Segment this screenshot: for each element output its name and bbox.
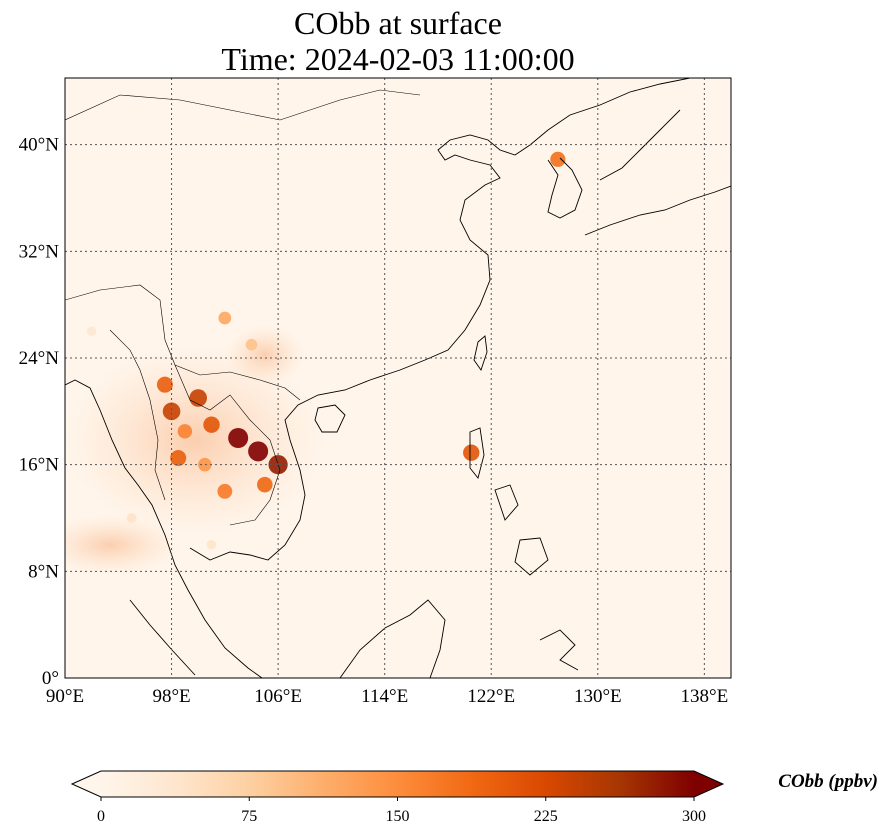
co-hotspot (463, 444, 480, 461)
co-hotspot (189, 389, 207, 407)
co-hotspot (245, 338, 258, 351)
coastlines (65, 78, 731, 678)
latitude-tick-label: 0° (42, 668, 59, 689)
longitude-tick-label: 98°E (152, 686, 190, 707)
co-hotspot (248, 441, 269, 462)
colorbar-tick-label: 75 (241, 808, 257, 825)
plot-title-line-2: Time: 2024-02-03 11:00:00 (221, 41, 575, 77)
border-line (174, 364, 281, 526)
border-line (65, 89, 421, 121)
colorbar-tick-label: 0 (97, 808, 105, 825)
co-hotspot (203, 416, 220, 433)
co-hotspot (218, 311, 232, 325)
colorbar: 0 75 150 225 300 CObb (ppbv) (70, 770, 878, 825)
latitude-axis: 0° 8°N 16°N 24°N 32°N 40°N (19, 135, 60, 689)
co-hotspot (257, 476, 273, 493)
smoke-plume-region (225, 325, 305, 385)
longitude-axis: 90°E 98°E 106°E 114°E 122°E 130°E 138°E (46, 686, 728, 707)
colorbar-label: CObb (ppbv) (778, 771, 878, 792)
coastline-sulawesi (539, 629, 579, 671)
country-borders (65, 89, 421, 526)
coastline-sumatra (129, 599, 196, 676)
longitude-tick-label: 106°E (254, 686, 302, 707)
co-hotspot (86, 326, 97, 337)
plot-title-line-1: CObb at surface (294, 5, 502, 41)
colorbar-tick-label: 300 (682, 808, 706, 825)
coastline-philippines (469, 427, 549, 576)
co-hotspot (228, 428, 249, 448)
latitude-tick-label: 24°N (19, 348, 60, 369)
colorbar-max-extension (694, 771, 723, 797)
latitude-tick-label: 40°N (19, 135, 60, 156)
smoke-plume-region (65, 515, 180, 575)
longitude-tick-label: 122°E (467, 686, 515, 707)
coastline-mainland (65, 78, 691, 678)
latitude-tick-label: 32°N (19, 241, 60, 262)
coastline-japan (584, 109, 731, 236)
co-hotspot (217, 483, 233, 499)
coastline-hainan (314, 404, 346, 433)
colorbar-ticks: 0 75 150 225 300 (97, 797, 706, 825)
longitude-tick-label: 130°E (574, 686, 622, 707)
graticule (65, 78, 731, 678)
concentration-hotspots (86, 151, 566, 550)
colorbar-tick-label: 150 (386, 808, 410, 825)
border-line (109, 329, 166, 501)
co-hotspot (177, 424, 193, 439)
colorbar-min-extension (72, 771, 101, 797)
colorbar-body (101, 771, 694, 797)
co-hotspot (156, 376, 173, 393)
map-frame (64, 77, 732, 679)
co-hotspot (126, 513, 137, 523)
latitude-tick-label: 8°N (28, 561, 59, 582)
co-hotspot (198, 457, 212, 472)
coastline-borneo (339, 599, 446, 678)
coastline-korea (547, 157, 583, 219)
co-hotspot (550, 151, 566, 167)
colorbar-tick-label: 225 (534, 808, 558, 825)
map-panel (64, 77, 732, 679)
longitude-tick-label: 90°E (46, 686, 84, 707)
latitude-tick-label: 16°N (19, 455, 60, 476)
longitude-tick-label: 138°E (681, 686, 729, 707)
co-hotspot (162, 402, 181, 421)
coastline-taiwan (473, 335, 488, 371)
co-hotspot (170, 450, 187, 466)
longitude-tick-label: 114°E (361, 686, 408, 707)
co-hotspot (206, 539, 217, 550)
